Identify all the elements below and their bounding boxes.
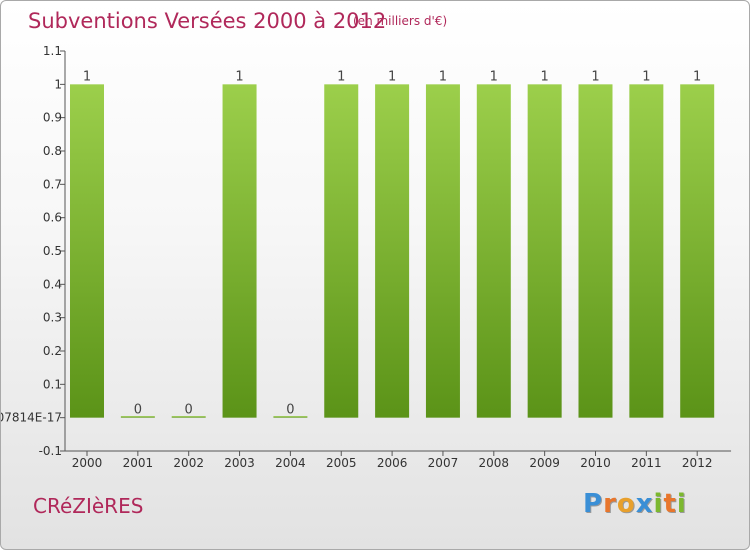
x-tick-label: 2003 [224,456,255,470]
y-tick-label: 1.1 [43,44,62,58]
bar [324,84,359,418]
y-tick-label: -0.1 [39,444,62,458]
x-tick-label: 2005 [326,456,357,470]
y-tick-label: 0.1 [43,377,62,391]
data-label: 0 [286,403,294,418]
x-tick-label: 2011 [631,456,662,470]
bar [527,84,562,418]
x-tick-label: 2004 [275,456,306,470]
data-label: 1 [388,69,396,84]
logo-letter: x [635,489,654,519]
y-tick-label: 0.2 [43,344,62,358]
data-label: 1 [642,69,650,84]
y-tick-label: 0.4 [43,277,62,291]
data-label: 0 [134,403,142,418]
data-label: 1 [591,69,599,84]
bar [680,84,715,418]
x-tick-label: 2010 [580,456,611,470]
data-label: 1 [693,69,701,84]
x-tick-label: 2008 [479,456,510,470]
logo-letter: i [653,489,664,519]
logo-letter: r [603,489,617,519]
data-label: 1 [439,69,447,84]
bars-group [70,84,715,418]
logo-letter: P [583,489,604,519]
y-tick-label: 1 [54,77,62,91]
y-tick-label: 0.8 [43,144,62,158]
logo-letter: o [616,489,636,519]
x-tick-label: 2000 [72,456,103,470]
logo-letter: t [663,489,677,519]
logo-letter: i [676,489,687,519]
y-tick-label: 0.5 [43,244,62,258]
bar [375,84,410,418]
chart-subtitle: (en milliers d'€) [353,14,448,28]
proxiti-logo: Proxiti [583,489,687,519]
bar [629,84,664,418]
data-label: 1 [490,69,498,84]
bar [425,84,460,418]
bar [120,416,155,418]
data-labels-group: 1 0 0 1 0 1 1 1 1 1 1 1 1 [83,69,701,417]
y-tick-label: 0.7 [43,177,62,191]
x-tick-label: 2009 [529,456,560,470]
x-tick-label: 2001 [123,456,154,470]
x-tick-label: 2012 [682,456,713,470]
bar [70,84,104,418]
bar [273,416,308,418]
y-tick-label: 0.6 [43,211,62,225]
data-label: 1 [541,69,549,84]
x-tick-label: 2006 [377,456,408,470]
chart-title: Subventions Versées 2000 à 2012 [28,9,387,33]
bar [578,84,613,418]
bar [476,84,511,418]
x-tick-label: 2007 [428,456,459,470]
y-tick-label: 0.3 [43,311,62,325]
x-tick-label: 2002 [173,456,204,470]
bar [171,416,206,418]
data-label: 1 [235,69,243,84]
bar [222,84,257,418]
x-axis: 2000 2001 2002 2003 2004 2005 2006 2007 2008 2009… [65,450,732,470]
data-label: 1 [337,69,345,84]
data-label: 1 [83,69,91,84]
y-tick-label: 1.3877787807814E-17 [1,411,62,425]
data-label: 0 [185,403,193,418]
commune-name: CRéZIèRES [33,494,144,518]
y-axis: 1.1 1 0.9 0.8 0.7 0.6 0.5 0.4 0.3 0.2 0.1 1.3877787… [1,44,66,458]
y-tick-label: 0.9 [43,111,62,125]
